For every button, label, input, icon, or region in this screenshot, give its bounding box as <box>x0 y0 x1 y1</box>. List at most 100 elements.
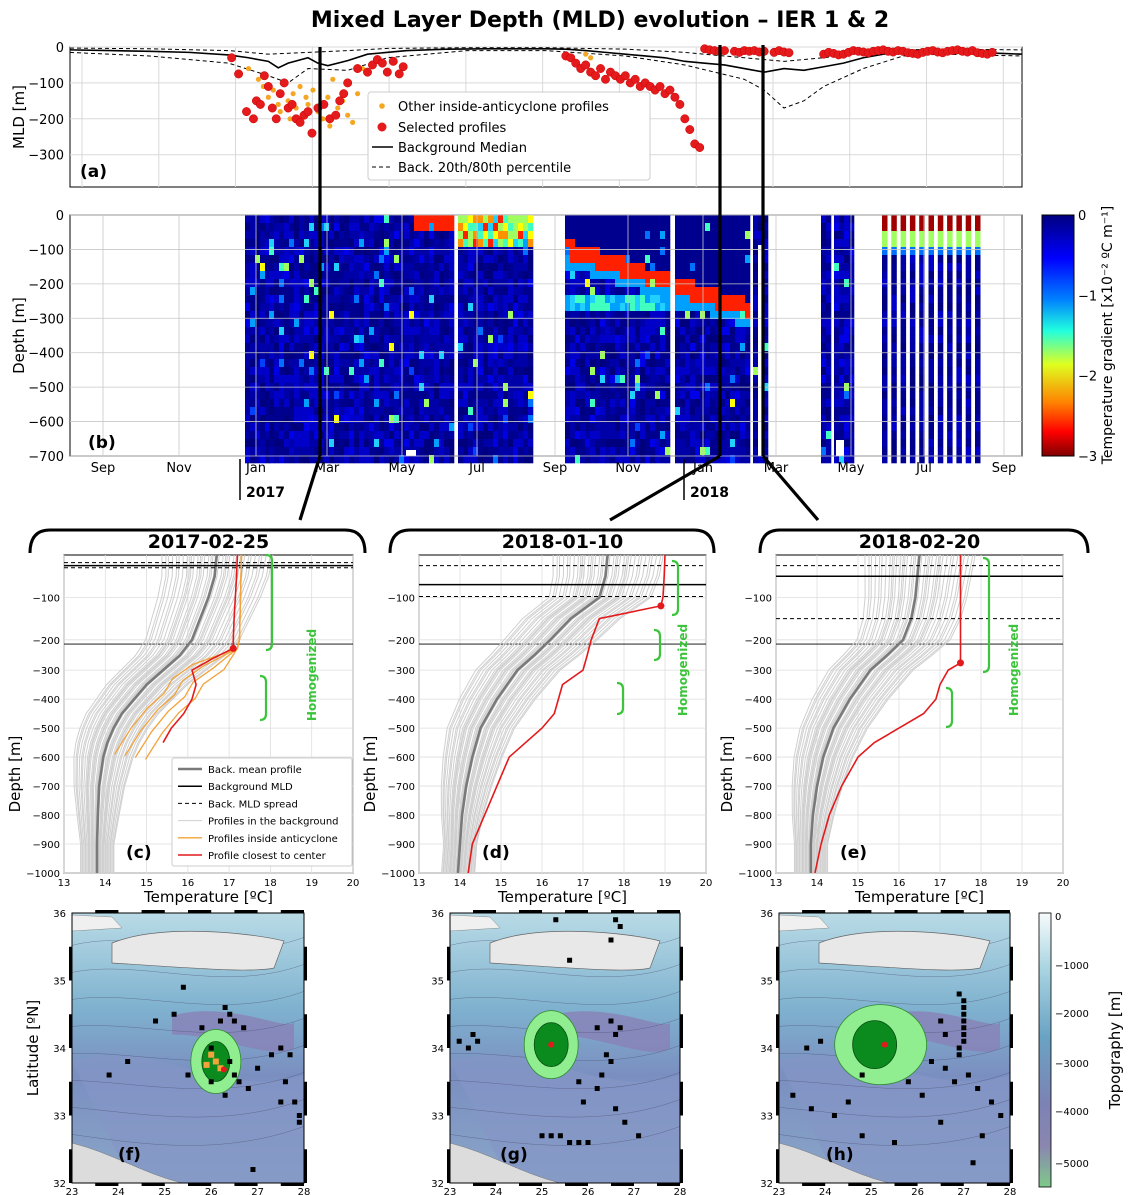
heatmap-cell <box>493 271 499 280</box>
background-profile-line <box>812 554 927 873</box>
heatmap-cell <box>610 279 616 288</box>
heatmap-cell <box>565 319 571 328</box>
heatmap-cell <box>279 319 285 328</box>
background-profile-line <box>470 554 654 874</box>
heatmap-cell <box>575 447 581 456</box>
heatmap-cell <box>570 391 576 400</box>
heatmap-cell <box>660 431 666 440</box>
heatmap-cell <box>660 215 666 224</box>
heatmap-cell <box>705 239 711 248</box>
heatmap-cell <box>705 431 711 440</box>
y-axis-label: Depth [m] <box>718 736 736 813</box>
heatmap-cell <box>937 327 944 336</box>
heatmap-cell <box>665 391 671 400</box>
heatmap-cell <box>508 455 514 464</box>
heatmap-cell <box>705 223 711 232</box>
float-position <box>965 1072 971 1078</box>
heatmap-cell <box>849 263 855 272</box>
heatmap-cell <box>439 439 445 448</box>
heatmap-cell <box>354 271 360 280</box>
heatmap-cell <box>250 423 256 432</box>
float-position <box>859 1072 865 1078</box>
heatmap-cell <box>928 423 934 432</box>
heatmap-cell <box>379 351 385 360</box>
map-border-segment <box>304 1014 307 1048</box>
heatmap-cell <box>309 295 315 304</box>
heatmap-cell <box>730 303 736 312</box>
heatmap-cell <box>523 271 529 280</box>
heatmap-cell <box>498 367 504 376</box>
heatmap-cell <box>891 255 897 264</box>
heatmap-cell <box>590 375 596 384</box>
heatmap-cell <box>339 263 345 272</box>
heatmap-cell <box>409 311 415 320</box>
heatmap-cell <box>369 327 375 336</box>
heatmap-cell <box>975 335 981 344</box>
heatmap-cell <box>513 327 519 336</box>
heatmap-cell <box>369 359 375 368</box>
island-crete <box>818 930 991 971</box>
heatmap-cell <box>725 295 731 304</box>
heatmap-cell <box>434 255 440 264</box>
heatmap-cell <box>690 255 696 264</box>
heatmap-cell <box>409 407 415 416</box>
heatmap-cell <box>488 311 494 320</box>
heatmap-cell <box>498 431 504 440</box>
heatmap-cell <box>763 423 769 432</box>
selected-profile-point <box>675 99 685 109</box>
heatmap-cell <box>900 359 907 368</box>
heatmap-cell <box>498 319 504 328</box>
heatmap-cell <box>882 271 888 280</box>
connector-line <box>761 454 820 522</box>
heatmap-cell <box>289 215 295 224</box>
heatmap-cell <box>730 279 736 288</box>
heatmap-cell <box>690 295 696 304</box>
heatmap-cell <box>329 231 335 240</box>
heatmap-cell <box>575 263 581 272</box>
heatmap-cell <box>630 327 636 336</box>
heatmap-cell <box>389 375 395 384</box>
anticyclone-profile-point <box>345 112 351 118</box>
float-position <box>831 1113 837 1118</box>
heatmap-cell <box>928 255 934 264</box>
heatmap-cell <box>349 367 355 376</box>
heatmap-cell <box>468 279 474 288</box>
heatmap-cell <box>730 351 736 360</box>
heatmap-cell <box>429 279 435 288</box>
heatmap-cell <box>735 215 741 224</box>
heatmap-cell <box>956 215 962 224</box>
heatmap-cell <box>590 391 596 400</box>
selected-profile-point <box>227 53 237 63</box>
heatmap-cell <box>570 407 576 416</box>
heatmap-cell <box>655 351 661 360</box>
float-position <box>905 1079 911 1085</box>
heatmap-cell <box>384 399 390 408</box>
heatmap-cell <box>468 431 474 440</box>
heatmap-cell <box>575 223 581 232</box>
background-profile-line <box>442 554 558 874</box>
heatmap-cell <box>429 359 435 368</box>
heatmap-cell <box>344 423 350 432</box>
heatmap-cell <box>947 327 953 336</box>
heatmap-cell <box>900 303 907 312</box>
heatmap-cell <box>518 335 524 344</box>
float-position <box>970 1160 976 1166</box>
homogenized-bracket <box>265 553 274 652</box>
plot-frame <box>69 214 1023 457</box>
heatmap-cell <box>354 447 360 456</box>
heatmap-cell <box>299 295 305 304</box>
heatmap-cell <box>419 319 425 328</box>
heatmap-cell <box>309 239 315 248</box>
heatmap-cell <box>394 367 400 376</box>
heatmap-cell <box>314 415 320 424</box>
heatmap-cell <box>523 343 529 352</box>
heatmap-cell <box>585 271 591 280</box>
heatmap-cell <box>882 351 888 360</box>
heatmap-cell <box>394 247 400 256</box>
heatmap-cell <box>384 295 390 304</box>
heatmap-cell <box>640 255 646 264</box>
heatmap-cell <box>740 455 746 464</box>
heatmap-cell <box>909 351 916 360</box>
heatmap-cell <box>565 439 571 448</box>
heatmap-cell <box>937 215 944 224</box>
